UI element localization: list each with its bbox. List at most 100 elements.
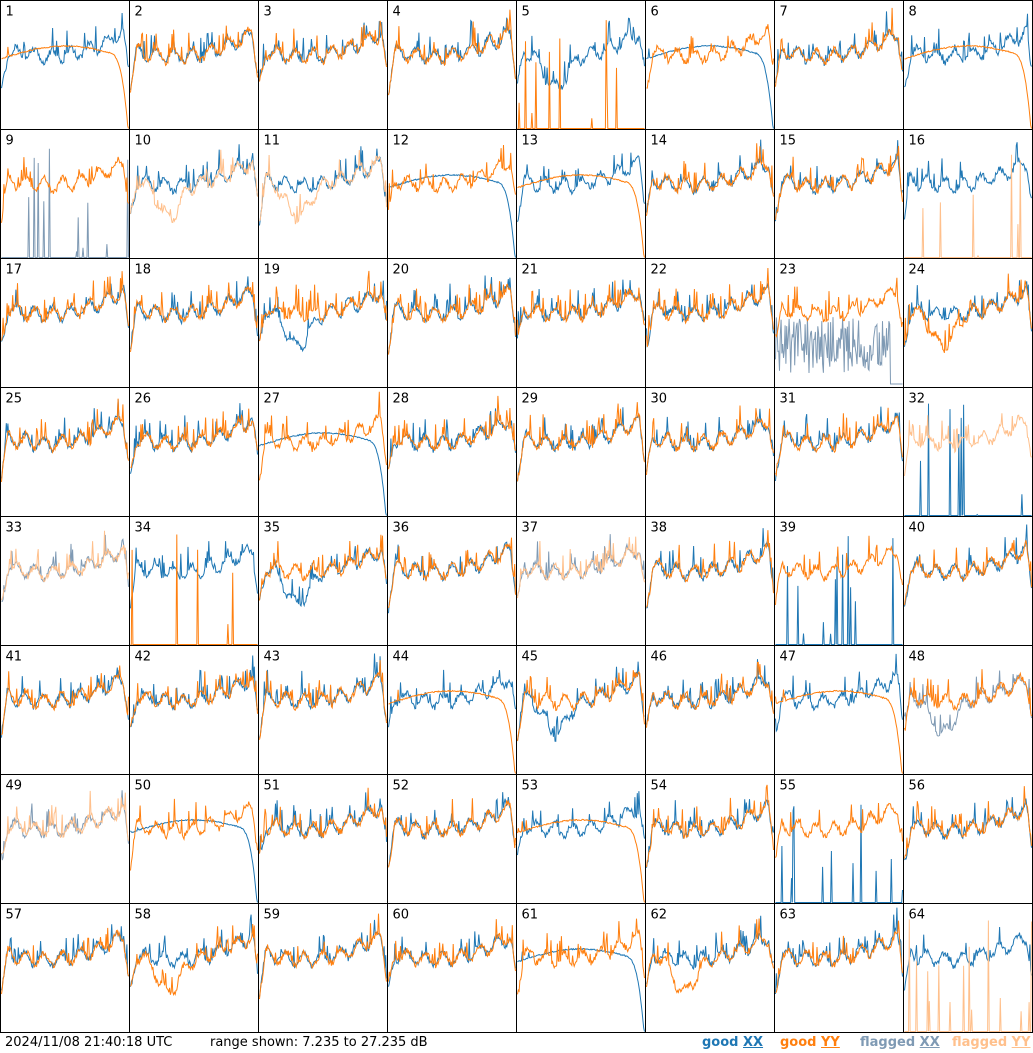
panel-43-yy-line [259, 660, 387, 740]
panel-label: 26 [135, 392, 152, 407]
panel-10-xx-line [130, 144, 258, 215]
legend-flagged-xx-label: XX [919, 1035, 940, 1050]
panel-frame [903, 774, 1033, 904]
panel-frame [0, 0, 130, 130]
legend-good-xx: good XX [702, 1035, 763, 1050]
panel-56-yy-line [904, 786, 1032, 859]
panel-18: 18 [129, 258, 259, 388]
legend-good-yy-prefix: good [780, 1035, 821, 1050]
panel-frame [645, 258, 775, 388]
panel-25-yy-line [1, 398, 129, 482]
panel-frame [387, 0, 517, 130]
panel-label: 30 [651, 392, 668, 407]
panel-48: 48 [903, 645, 1033, 775]
panel-34-yy-line [130, 534, 258, 645]
panel-15: 15 [774, 129, 904, 259]
panel-label: 2 [135, 5, 143, 20]
panel-44-xx-line [388, 669, 516, 728]
panel-3-yy-line [259, 20, 387, 82]
panel-52: 52 [387, 774, 517, 904]
panel-29-xx-line [517, 407, 645, 482]
panel-8: 8 [903, 0, 1033, 130]
panel-22: 22 [645, 258, 775, 388]
legend-flagged-xx: flagged XX [860, 1035, 940, 1050]
panel-54: 54 [645, 774, 775, 904]
panel-3-xx-line [259, 21, 387, 81]
panel-frame [129, 645, 259, 775]
panel-frame [516, 516, 646, 646]
panel-64: 64 [903, 903, 1033, 1033]
panel-37-yy-line [517, 536, 645, 599]
panel-61-yy-line [517, 918, 645, 995]
legend-flagged-yy-label: YY [1011, 1035, 1031, 1050]
panel-24: 24 [903, 258, 1033, 388]
panel-54-yy-line [646, 784, 774, 868]
panel-label: 57 [6, 908, 23, 923]
panel-42: 42 [129, 645, 259, 775]
timestamp: 2024/11/08 21:40:18 UTC [5, 1035, 173, 1050]
panel-label: 51 [264, 779, 281, 794]
panel-5: 5 [516, 0, 646, 130]
panel-62-yy-line [646, 918, 774, 994]
panel-label: 44 [393, 650, 410, 665]
panel-label: 49 [6, 779, 23, 794]
panel-2: 2 [129, 0, 259, 130]
panel-57-yy-line [1, 927, 129, 995]
panel-19: 19 [258, 258, 388, 388]
panel-label: 33 [6, 521, 23, 536]
panel-36: 36 [387, 516, 517, 646]
panel-64-xx-line [904, 926, 1032, 991]
panel-34: 34 [129, 516, 259, 646]
panel-4-xx-line [388, 17, 516, 95]
panel-30-yy-line [646, 405, 774, 475]
panel-11-xx-line [259, 146, 387, 226]
panel-62-xx-line [646, 915, 774, 984]
panel-label: 58 [135, 908, 152, 923]
panel-label: 27 [264, 392, 281, 407]
panel-label: 45 [522, 650, 539, 665]
panel-18-yy-line [130, 281, 258, 352]
panel-label: 42 [135, 650, 152, 665]
panel-label: 54 [651, 779, 668, 794]
panel-label: 18 [135, 263, 152, 278]
panel-50-yy-line [130, 798, 258, 871]
panel-42-xx-line [130, 655, 258, 728]
panel-label: 8 [909, 5, 917, 20]
panel-28-yy-line [388, 395, 516, 470]
panel-8-xx-line [904, 13, 1032, 88]
panel-29-yy-line [517, 402, 645, 482]
panel-37: 37 [516, 516, 646, 646]
panel-16-yy-line [904, 154, 1032, 258]
legend-flagged-yy-prefix: flagged [952, 1035, 1012, 1050]
panel-frame [387, 774, 517, 904]
panel-frame [0, 516, 130, 646]
panel-11: 11 [258, 129, 388, 259]
panel-23-xx-line [775, 317, 903, 385]
panel-45-xx-line [517, 661, 645, 742]
panel-27-yy-line [259, 391, 387, 481]
panel-50: 50 [129, 774, 259, 904]
panel-label: 36 [393, 521, 410, 536]
panel-label: 48 [909, 650, 926, 665]
panel-frame [0, 645, 130, 775]
panel-label: 50 [135, 779, 152, 794]
panel-frame [903, 903, 1033, 1033]
panel-26: 26 [129, 387, 259, 517]
panel-53-yy-line [517, 818, 645, 903]
panel-frame [516, 258, 646, 388]
panel-24-yy-line [904, 273, 1032, 354]
panel-label: 1 [6, 5, 14, 20]
panel-frame [774, 0, 904, 130]
panel-frame [387, 516, 517, 646]
panel-label: 29 [522, 392, 539, 407]
panel-17: 17 [0, 258, 130, 388]
panel-frame [645, 516, 775, 646]
panel-frame [645, 903, 775, 1033]
panel-label: 38 [651, 521, 668, 536]
panel-label: 60 [393, 908, 410, 923]
panel-label: 34 [135, 521, 152, 536]
panel-label: 22 [651, 263, 668, 278]
panel-48-yy-line [904, 669, 1032, 731]
panel-label: 17 [6, 263, 23, 278]
panel-5-yy-line [517, 20, 645, 129]
